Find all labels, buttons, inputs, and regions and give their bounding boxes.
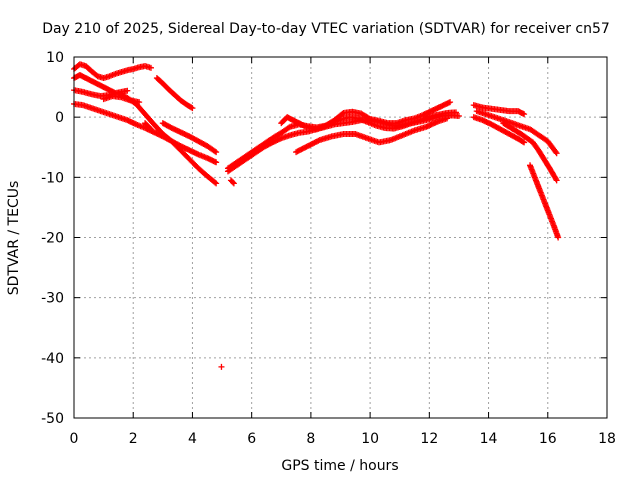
data-point — [553, 150, 560, 157]
data-point — [124, 87, 131, 94]
series-track-a — [71, 61, 154, 82]
x-axis-ticks: 0 2 4 6 8 10 12 14 16 18 — [70, 57, 616, 447]
x-tick-label: 12 — [420, 431, 438, 447]
y-tick-label: -50 — [41, 411, 64, 427]
x-tick-label: 4 — [188, 431, 197, 447]
y-axis-label: SDTVAR / TECUs — [6, 181, 22, 296]
data-point — [519, 138, 526, 145]
plot-frame — [73, 56, 608, 419]
data-point — [229, 179, 236, 186]
data-point — [552, 176, 559, 183]
data-point — [555, 234, 562, 241]
data-point — [188, 104, 195, 111]
series-track-q — [527, 162, 562, 241]
y-tick-label: 0 — [55, 110, 64, 126]
series-outlier — [218, 363, 225, 370]
y-tick-label: -40 — [41, 351, 64, 367]
data-point — [147, 64, 154, 71]
x-tick-label: 0 — [70, 431, 79, 447]
x-tick-label: 2 — [129, 431, 138, 447]
data-point — [211, 148, 218, 155]
y-axis-ticks: 10 0 -10 -20 -30 -40 -50 — [41, 50, 607, 427]
data-point — [553, 177, 560, 184]
data-point — [447, 99, 454, 106]
x-tick-label: 8 — [306, 431, 315, 447]
data-point — [213, 149, 220, 156]
data-point — [452, 109, 459, 116]
series-track-p — [500, 120, 560, 184]
data-point — [147, 125, 154, 132]
data-point — [136, 99, 143, 106]
x-tick-label: 10 — [361, 431, 379, 447]
x-tick-label: 14 — [480, 431, 498, 447]
data-point — [444, 115, 451, 122]
y-tick-label: -20 — [41, 231, 64, 247]
data-point — [147, 126, 154, 133]
y-tick-label: -30 — [41, 291, 64, 307]
data-point — [521, 139, 528, 146]
x-tick-label: 6 — [247, 431, 256, 447]
data-point — [189, 105, 196, 112]
series-track-j — [224, 99, 454, 172]
data-point — [285, 124, 292, 131]
series-track-m — [470, 102, 528, 118]
y-tick-label: -10 — [41, 170, 64, 186]
series-track-k — [278, 109, 459, 133]
data-point — [218, 363, 225, 370]
x-axis-label: GPS time / hours — [281, 458, 398, 474]
series-track-o — [470, 114, 528, 146]
data-point — [230, 180, 237, 187]
series-track-f — [153, 75, 196, 112]
data-point — [213, 159, 220, 166]
series-track-h — [142, 120, 154, 133]
chart-title: Day 210 of 2025, Sidereal Day-to-day VTE… — [42, 21, 610, 37]
data-series — [71, 61, 562, 370]
series-track-r — [227, 177, 237, 187]
data-point — [315, 137, 322, 144]
series-track-l — [293, 115, 451, 156]
series-track-g — [159, 120, 220, 156]
data-point — [521, 111, 528, 118]
data-point — [552, 149, 559, 156]
x-tick-label: 16 — [539, 431, 557, 447]
series-track-n — [473, 108, 560, 157]
x-tick-label: 18 — [598, 431, 616, 447]
series-track-e — [100, 93, 143, 106]
data-point — [212, 179, 219, 186]
data-point — [455, 112, 462, 119]
data-point — [213, 180, 220, 187]
y-tick-label: 10 — [46, 50, 64, 66]
